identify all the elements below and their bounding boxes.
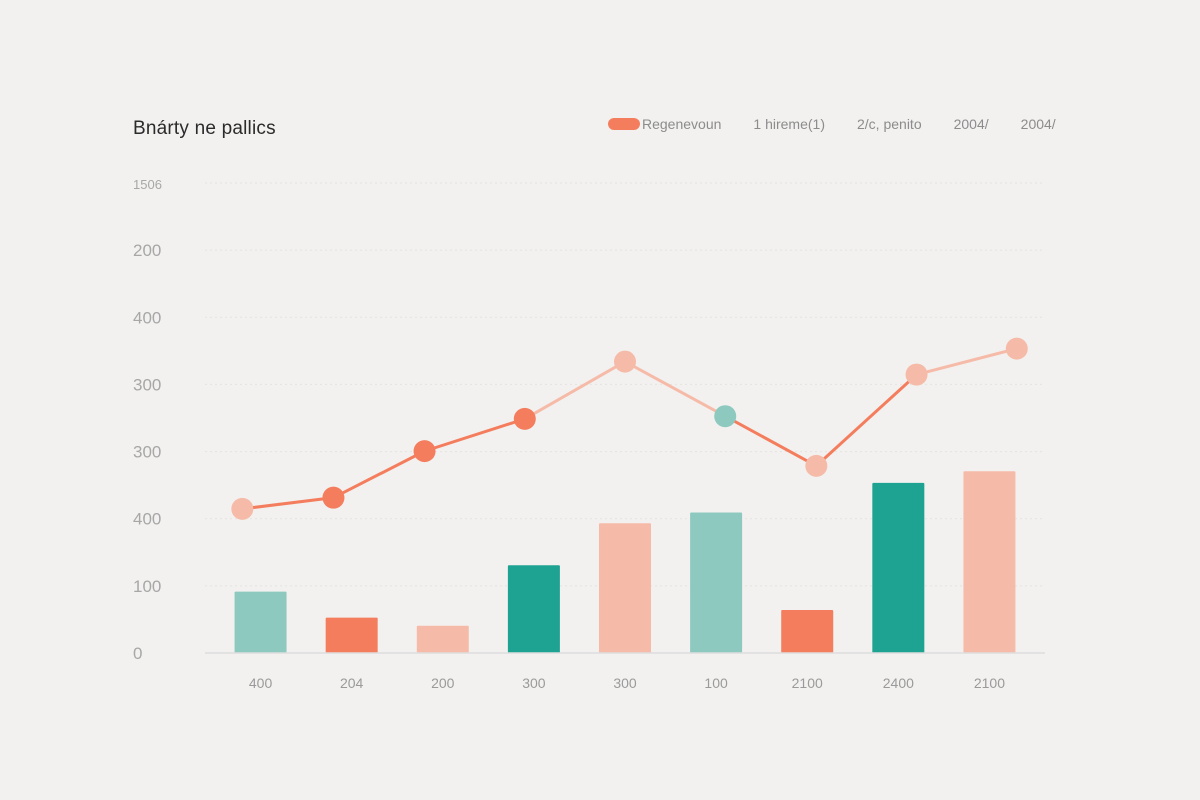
legend-swatch <box>608 118 640 130</box>
x-tick-label: 200 <box>431 675 455 691</box>
legend-label: Regenevoun <box>642 116 722 132</box>
legend-label: 2004/ <box>953 116 989 132</box>
y-tick-label: 300 <box>133 375 161 394</box>
x-tick-label: 300 <box>613 675 637 691</box>
y-axis-ticks: 0 100 400 300 300 400 200 1506 <box>133 177 162 663</box>
y-tick-label: 200 <box>133 241 161 260</box>
legend-item: 2004/ <box>954 116 989 132</box>
y-tick-label: 400 <box>133 510 161 529</box>
line-segment <box>723 414 818 468</box>
legend-label: 2/c, penito <box>857 116 922 132</box>
y-tick-label: 0 <box>133 644 142 663</box>
bar-series <box>234 471 1016 653</box>
x-tick-label: 400 <box>249 675 273 691</box>
bar <box>234 591 287 653</box>
y-tick-label: 400 <box>133 308 161 327</box>
x-tick-label: 300 <box>522 675 546 691</box>
gridlines <box>205 182 1045 587</box>
line-point <box>805 454 828 477</box>
bar <box>781 610 834 653</box>
legend-label: 1 hireme(1) <box>753 116 825 132</box>
bar <box>963 471 1016 653</box>
line-point <box>322 486 345 509</box>
legend-item: Regenevoun <box>608 116 721 132</box>
line-point <box>513 407 536 430</box>
x-tick-label: 2100 <box>974 675 1005 691</box>
line-segment <box>915 347 1019 377</box>
line-series <box>231 337 1028 520</box>
legend: Regenevoun 1 hireme(1) 2/c, penito 2004/… <box>608 114 1056 134</box>
legend-item: 2/c, penito <box>857 116 922 132</box>
x-tick-label: 100 <box>704 675 728 691</box>
line-point <box>231 497 254 520</box>
line-point <box>413 440 436 463</box>
line-segment <box>423 417 527 453</box>
line-segment <box>331 449 427 500</box>
line-segment <box>523 360 627 421</box>
y-tick-label: 100 <box>133 577 161 596</box>
bar <box>325 617 378 653</box>
x-tick-label: 204 <box>340 675 364 691</box>
legend-item: 1 hireme(1) <box>753 116 825 132</box>
line-point <box>714 405 737 428</box>
bar <box>872 482 925 653</box>
x-axis-ticks: 400 204 200 300 300 100 2100 2400 2100 <box>249 675 1005 691</box>
bar <box>599 523 651 653</box>
x-tick-label: 2400 <box>883 675 914 691</box>
line-point <box>905 363 928 386</box>
line-point <box>1005 337 1028 360</box>
bar <box>507 565 560 653</box>
legend-label: 2004/ <box>1020 116 1056 132</box>
x-tick-label: 2100 <box>792 675 823 691</box>
chart-title: Bnárty ne pallics <box>133 118 276 139</box>
line-point <box>614 350 636 373</box>
line-segment <box>814 373 919 468</box>
y-tick-label: 300 <box>133 443 161 462</box>
y-tick-label: 1506 <box>133 177 162 192</box>
bar <box>416 625 469 653</box>
line-segment <box>240 496 335 511</box>
legend-item: 2004/ <box>1021 116 1056 132</box>
line-segment <box>623 360 727 418</box>
bar <box>690 512 743 653</box>
